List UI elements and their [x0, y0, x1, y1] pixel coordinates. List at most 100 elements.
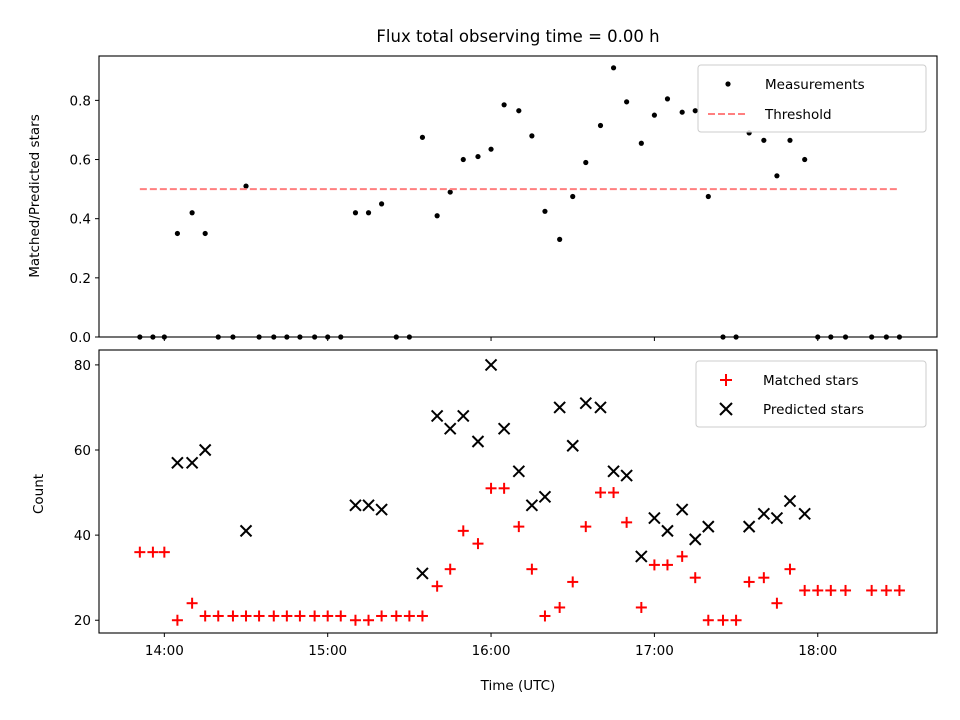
measurements-point [447, 189, 453, 195]
bottom-x-tick-label: 16:00 [472, 643, 511, 659]
predicted-stars-point [497, 422, 511, 435]
top-y-tick-label: 0.4 [70, 212, 91, 228]
matched-stars-point [363, 614, 375, 626]
measurements-point [365, 210, 372, 216]
matched-stars-point [539, 610, 551, 622]
predicted-stars-point [607, 465, 620, 478]
matched-stars-point [349, 614, 361, 626]
matched-stars-point [268, 610, 280, 622]
predicted-stars-point [171, 456, 184, 469]
matched-stars-point [335, 610, 347, 622]
matched-stars-point [840, 584, 852, 596]
bottom-x-tick-label: 18:00 [798, 643, 837, 659]
matched-stars-point [526, 563, 538, 575]
matched-stars-point [730, 614, 742, 626]
predicted-stars-point [635, 550, 648, 563]
matched-stars-point [294, 610, 306, 622]
predicted-stars-point [798, 507, 811, 521]
bottom-y-axis-label: Count [31, 474, 47, 514]
x-axis-label: Time (UTC) [480, 678, 556, 694]
matched-stars-point [147, 546, 159, 558]
predicted-stars-point [742, 520, 756, 533]
predicted-stars-point [702, 520, 715, 533]
bottom-legend-box [695, 360, 927, 428]
matched-stars-point [309, 610, 321, 622]
top-y-axis-label: Matched/Predicted stars [27, 114, 43, 277]
predicted-stars-point [185, 456, 199, 469]
measurements-point [570, 193, 576, 200]
matched-stars-point [689, 572, 701, 584]
matched-stars-point [416, 610, 428, 622]
matched-stars-point [621, 516, 633, 528]
predicted-stars-point [444, 422, 457, 435]
predicted-stars-point [594, 401, 607, 414]
matched-stars-point [444, 563, 456, 575]
matched-stars-point [253, 610, 265, 622]
top-y-tick-label: 0.2 [70, 271, 91, 287]
matched-stars-point [635, 601, 647, 613]
measurements-point [638, 140, 644, 146]
legend-threshold-label: Threshold [764, 107, 832, 123]
matched-stars-point [322, 610, 334, 622]
predicted-stars-point [375, 503, 388, 516]
bottom-x-tick-label: 15:00 [308, 643, 347, 659]
predicted-stars-point [457, 409, 470, 423]
bottom-y-tick-label: 40 [74, 528, 91, 544]
matched-stars-point [431, 580, 443, 592]
predicted-stars-point [198, 443, 212, 457]
predicted-stars-point [661, 524, 674, 538]
matched-stars-point [485, 482, 497, 494]
measurements-point [434, 213, 440, 219]
predicted-stars-point [757, 507, 771, 521]
predicted-stars-point [362, 499, 375, 512]
measurements-point [352, 210, 359, 216]
matched-stars-point [513, 521, 525, 533]
measurements-point [542, 208, 548, 214]
predicted-stars-point [525, 499, 539, 512]
measurements-point [679, 109, 685, 115]
measurements-point [597, 122, 604, 129]
predicted-stars-point [512, 465, 526, 478]
matched-stars-point [134, 546, 146, 558]
matched-stars-point [594, 487, 606, 499]
predicted-stars-point [689, 533, 702, 546]
predicted-stars-point [648, 511, 661, 525]
measurements-point [501, 102, 507, 108]
predicted-stars-point [430, 409, 444, 423]
predicted-stars-point [239, 524, 253, 538]
top-y-tick-label: 0.0 [70, 330, 91, 346]
top-chart-title: Flux total observing time = 0.00 h [376, 27, 659, 46]
matched-stars-point [472, 538, 484, 550]
matched-stars-point [743, 576, 755, 588]
measurements-point [664, 96, 671, 102]
matched-stars-point [498, 482, 510, 494]
bottom-plot-frame [98, 349, 938, 634]
measurements-point [802, 156, 808, 163]
legend-matched-label: Matched stars [763, 373, 859, 389]
measurements-point [516, 108, 522, 114]
predicted-stars-point [620, 469, 633, 482]
matched-stars-point [702, 614, 714, 626]
matched-stars-point [390, 610, 402, 622]
predicted-stars-point [783, 494, 797, 508]
predicted-stars-point [770, 511, 784, 525]
top-legend-box [697, 64, 927, 133]
matched-stars-point [554, 601, 566, 613]
top-legend: Measurements Threshold [697, 64, 927, 133]
matched-stars-point [240, 610, 252, 622]
predicted-stars-point [566, 439, 579, 452]
top-plot-area: 0.0 0.2 0.4 0.6 0.8 [70, 65, 903, 346]
measurements-point [174, 230, 181, 237]
measurements-point [692, 108, 698, 114]
bottom-y-tick-label: 60 [74, 443, 91, 459]
matched-stars-point [825, 584, 837, 596]
predicted-stars-point [675, 503, 689, 516]
predicted-stars-point [553, 401, 566, 414]
matched-stars-point [171, 614, 183, 626]
matched-stars-point [403, 610, 415, 622]
top-y-tick-label: 0.8 [70, 93, 91, 109]
predicted-stars-point [471, 435, 485, 448]
matched-stars-point [608, 487, 620, 499]
measurements-point [651, 112, 657, 118]
matched-stars-point [799, 584, 811, 596]
